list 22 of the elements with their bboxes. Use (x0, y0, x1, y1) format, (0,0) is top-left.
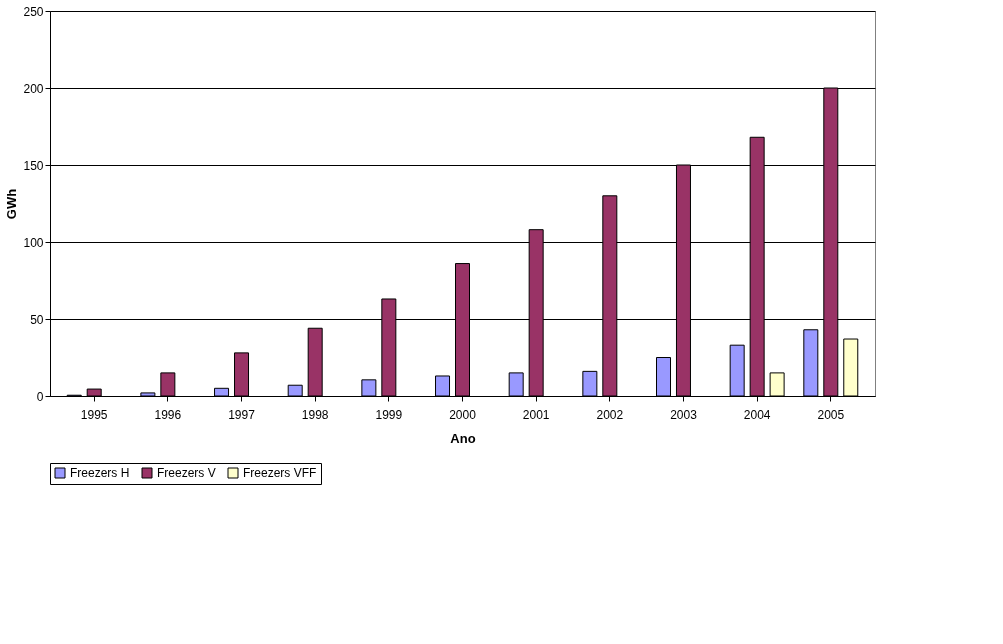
y-axis-title: GWh (4, 188, 20, 220)
legend-label: Freezers V (157, 466, 216, 480)
x-tick-label: 1996 (154, 407, 182, 422)
x-tick-label: 2000 (449, 407, 477, 422)
legend-label: Freezers H (70, 466, 130, 480)
x-tick-label: 2005 (817, 407, 845, 422)
y-tick-label: 250 (23, 4, 44, 19)
y-tick-label: 100 (23, 235, 44, 250)
y-tick-label: 200 (23, 81, 44, 96)
x-tick-label: 1995 (80, 407, 108, 422)
legend-label: Freezers VFF (243, 466, 317, 480)
x-tick-label: 1997 (228, 407, 256, 422)
y-tick-label: 50 (30, 312, 44, 327)
x-tick-label: 2002 (596, 407, 624, 422)
x-axis-title: Ano (450, 430, 476, 446)
x-tick-label: 1998 (301, 407, 329, 422)
x-tick-label: 2001 (522, 407, 550, 422)
y-tick-label: 0 (36, 389, 44, 404)
y-tick-label: 150 (23, 158, 44, 173)
x-tick-label: 2003 (670, 407, 698, 422)
x-tick-label: 2004 (743, 407, 771, 422)
x-tick-label: 1999 (375, 407, 403, 422)
